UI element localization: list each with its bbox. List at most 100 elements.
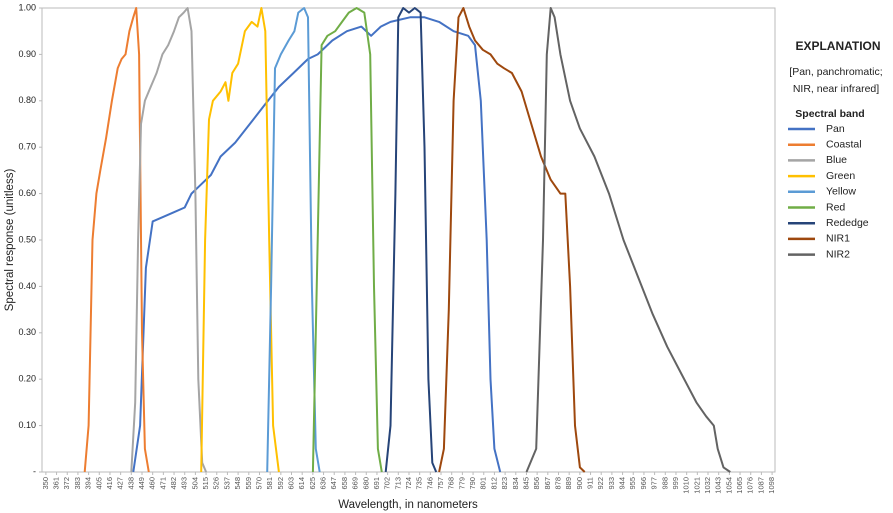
y-tick-label: 0.60 [18,188,36,198]
x-tick-label: 471 [158,477,167,490]
x-tick-label: 405 [94,477,103,490]
x-tick-label: 526 [212,477,221,490]
x-tick-label: 372 [62,477,71,490]
x-tick-label: 878 [553,477,562,490]
series-line [132,16,502,473]
x-tick-label: 460 [148,477,157,490]
x-tick-label: 702 [383,477,392,490]
x-tick-label: 1087 [756,477,765,494]
x-tick-label: 603 [286,477,295,490]
legend-label: Coastal [826,138,862,150]
legend-label: Blue [826,154,847,166]
x-tick-label: 658 [340,477,349,490]
x-tick-label: 999 [671,477,680,490]
series-line [438,7,586,473]
x-tick-label: 966 [639,477,648,490]
x-tick-label: 482 [169,477,178,490]
x-tick-label: 922 [596,477,605,490]
x-tick-label: 1065 [735,477,744,494]
legend-label: Red [826,201,845,213]
legend-subtitle: Spectral band [795,108,864,120]
series-line [83,7,150,473]
y-axis-label: Spectral response (unitless) [4,169,16,312]
series-line [384,7,438,473]
x-tick-label: 746 [425,477,434,490]
x-tick-label: 669 [351,477,360,490]
x-tick-label: 801 [479,477,488,490]
x-tick-label: 790 [468,477,477,490]
x-axis-label: Wavelength, in nanometers [338,499,478,511]
x-tick-label: 570 [254,477,263,490]
x-tick-label: 416 [105,477,114,490]
legend-label: Pan [826,123,845,135]
x-tick-label: 438 [126,477,135,490]
y-tick-label: 0.40 [18,281,36,291]
x-tick-label: 1021 [692,477,701,494]
series-line [200,7,280,473]
y-tick-label: 0.90 [18,49,36,59]
x-tick-label: 1032 [703,477,712,494]
x-tick-label: 647 [329,477,338,490]
y-tick-label: 0.50 [18,234,36,244]
x-tick-label: 394 [84,477,93,490]
x-tick-label: 1098 [767,477,776,494]
x-tick-label: 383 [73,477,82,490]
x-tick-label: 988 [660,477,669,490]
x-tick-label: 559 [244,477,253,490]
legend-label: Yellow [826,186,856,198]
x-tick-label: 812 [489,477,498,490]
y-tick-label: 0.10 [18,420,36,430]
x-tick-label: 933 [607,477,616,490]
y-tick-label: 1.00 [18,2,36,12]
x-tick-label: 900 [575,477,584,490]
legend-label: NIR1 [826,233,850,245]
x-tick-label: 625 [308,477,317,490]
x-tick-label: 735 [415,477,424,490]
x-tick-label: 515 [201,477,210,490]
x-tick-label: 834 [511,477,520,490]
x-tick-label: 779 [457,477,466,490]
x-tick-label: 680 [361,477,370,490]
x-tick-label: 592 [276,477,285,490]
x-tick-label: 493 [180,477,189,490]
x-tick-label: 713 [393,477,402,490]
y-tick-label: 0.70 [18,142,36,152]
legend-label: Rededge [826,217,869,229]
x-tick-label: 889 [564,477,573,490]
x-tick-label: 1076 [746,477,755,494]
x-tick-label: 944 [618,477,627,490]
x-tick-label: 867 [543,477,552,490]
legend-note: NIR, near infrared] [793,83,879,95]
x-tick-label: 768 [447,477,456,490]
x-tick-label: 636 [319,477,328,490]
y-tick-label: 0.20 [18,374,36,384]
legend-note: [Pan, panchromatic; [789,66,882,78]
x-tick-label: 977 [650,477,659,490]
legend-label: Green [826,170,855,182]
series-line [266,7,321,473]
x-tick-label: 537 [222,477,231,490]
x-tick-label: 691 [372,477,381,490]
legend-label: NIR2 [826,248,850,260]
legend-title: EXPLANATION [795,39,880,53]
x-tick-label: 1043 [714,477,723,494]
series-line [525,7,731,473]
x-tick-label: 856 [532,477,541,490]
x-tick-label: 1054 [724,477,733,494]
x-tick-label: 757 [436,477,445,490]
x-tick-label: 845 [521,477,530,490]
x-tick-label: 724 [404,477,413,490]
x-tick-label: 581 [265,477,274,490]
x-tick-label: 1010 [682,477,691,494]
series-line [311,7,383,473]
y-tick-label: 0.30 [18,327,36,337]
y-tick-label: 0.80 [18,95,36,105]
x-tick-label: 504 [190,477,199,490]
x-tick-label: 350 [41,477,50,490]
plot-frame [41,7,776,473]
x-tick-label: 614 [297,477,306,490]
x-tick-label: 361 [52,477,61,490]
y-tick-label: - [33,466,36,476]
x-tick-label: 823 [500,477,509,490]
